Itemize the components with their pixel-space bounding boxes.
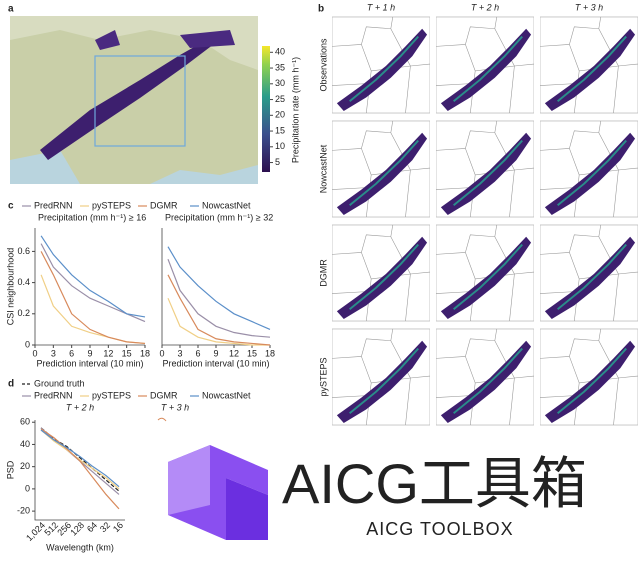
series-line xyxy=(40,274,146,345)
series-line xyxy=(40,428,120,510)
watermark-title: AICG工具箱 xyxy=(282,452,587,515)
legend-label: pySTEPS xyxy=(92,390,131,400)
y-tick-label: 60 xyxy=(20,417,30,427)
x-tick-label: 128 xyxy=(68,520,86,538)
colorbar-tick-label: 40 xyxy=(275,47,285,57)
row-header: pySTEPS xyxy=(318,357,328,396)
map-tile xyxy=(540,16,638,114)
map-tile xyxy=(540,224,638,322)
panel-label: d xyxy=(8,379,14,390)
x-axis-label: Prediction interval (10 min) xyxy=(162,358,269,368)
x-axis-label: Prediction interval (10 min) xyxy=(36,358,143,368)
series-line xyxy=(40,427,120,492)
series-line xyxy=(40,429,120,490)
series-line xyxy=(167,297,270,346)
x-tick-label: 3 xyxy=(51,348,56,358)
x-tick-label: 16 xyxy=(111,520,125,534)
legend-label: NowcastNet xyxy=(202,200,251,210)
y-tick-label: 40 xyxy=(20,439,30,449)
map-tile xyxy=(332,120,430,218)
x-tick-label: 12 xyxy=(103,348,113,358)
column-header: T + 1 h xyxy=(367,2,395,12)
chart-title: T + 2 h xyxy=(66,402,94,412)
series-line xyxy=(40,235,146,318)
colorbar-tick-label: 30 xyxy=(275,78,285,88)
y-axis-label: PSD xyxy=(5,460,15,479)
legend-label: PredRNN xyxy=(34,390,73,400)
map xyxy=(10,16,258,184)
chart-title: Precipitation (mm h⁻¹) ≥ 32 xyxy=(165,212,273,222)
column-header: T + 3 h xyxy=(575,2,603,12)
colorbar-tick-label: 10 xyxy=(275,141,285,151)
x-tick-label: 0 xyxy=(159,348,164,358)
x-tick-label: 15 xyxy=(122,348,132,358)
legend-label: DGMR xyxy=(150,390,178,400)
series-line xyxy=(167,246,271,330)
y-tick-label: 20 xyxy=(20,461,30,471)
map-tile xyxy=(540,328,638,426)
colorbar-tick-label: 15 xyxy=(275,125,285,135)
y-tick-label: 0 xyxy=(25,339,30,349)
y-axis-label: CSI neighbourhood xyxy=(5,248,15,326)
legend-label: pySTEPS xyxy=(92,200,131,210)
map-tile xyxy=(436,224,534,322)
series-line xyxy=(40,429,120,488)
y-tick-label: 0.4 xyxy=(17,277,30,287)
chart-title: Precipitation (mm h⁻¹) ≥ 16 xyxy=(38,212,146,222)
x-axis-label: Wavelength (km) xyxy=(46,542,114,552)
x-tick-label: 0 xyxy=(32,348,37,358)
y-tick-label: 0 xyxy=(25,483,30,493)
legend-label: Ground truth xyxy=(34,378,85,388)
map-tile xyxy=(436,328,534,426)
x-tick-label: 9 xyxy=(87,348,92,358)
panel-label: b xyxy=(318,4,324,15)
colorbar-tick-label: 25 xyxy=(275,94,285,104)
x-tick-label: 18 xyxy=(140,348,150,358)
map-tile xyxy=(332,224,430,322)
series-line xyxy=(167,258,271,338)
x-tick-label: 6 xyxy=(195,348,200,358)
colorbar-tick-label: 35 xyxy=(275,62,285,72)
legend-label: PredRNN xyxy=(34,200,73,210)
colorbar-label: Precipitation rate (mm h⁻¹) xyxy=(290,57,300,163)
watermark-subtitle: AICG TOOLBOX xyxy=(366,519,513,539)
axis xyxy=(34,420,125,521)
x-tick-label: 15 xyxy=(247,348,257,358)
row-header: Observations xyxy=(318,38,328,92)
y-tick-label: 0.6 xyxy=(17,246,30,256)
colorbar xyxy=(262,46,270,172)
x-tick-label: 6 xyxy=(69,348,74,358)
map-tile xyxy=(332,328,430,426)
colorbar-tick-label: 5 xyxy=(275,157,280,167)
column-header: T + 2 h xyxy=(471,2,499,12)
chart-title: T + 3 h xyxy=(161,402,189,412)
watermark-logo xyxy=(168,445,268,540)
colorbar-tick-label: 20 xyxy=(275,110,285,120)
x-tick-label: 12 xyxy=(229,348,239,358)
series-line xyxy=(40,251,146,345)
x-tick-label: 18 xyxy=(265,348,275,358)
legend-label: DGMR xyxy=(150,200,178,210)
y-tick-label: -20 xyxy=(17,505,30,515)
map-tile xyxy=(332,16,430,114)
panel-label: a xyxy=(8,4,14,15)
row-header: DGMR xyxy=(318,259,328,287)
axis xyxy=(34,228,145,346)
map-tile xyxy=(436,120,534,218)
x-tick-label: 3 xyxy=(177,348,182,358)
line-stub xyxy=(157,417,167,422)
series-line xyxy=(167,274,271,346)
legend-label: NowcastNet xyxy=(202,390,251,400)
row-header: NowcastNet xyxy=(318,144,328,193)
x-tick-label: 9 xyxy=(213,348,218,358)
y-tick-label: 0.2 xyxy=(17,308,30,318)
map-tile xyxy=(540,120,638,218)
panel-label: c xyxy=(8,201,14,212)
map-tile xyxy=(436,16,534,114)
